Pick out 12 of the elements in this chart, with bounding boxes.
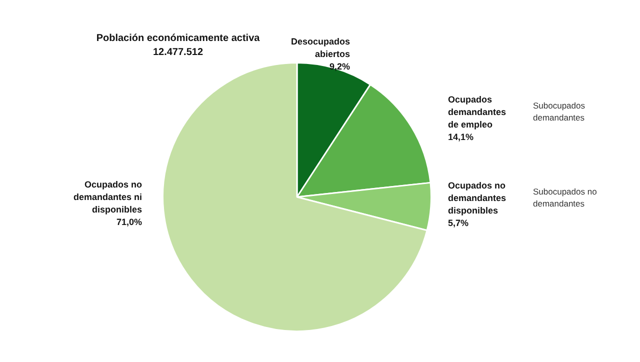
data-label: 71,0% [116,216,142,227]
data-label: 5,7% [448,218,469,228]
data-label: 9,2% [329,61,350,72]
text: 12.477.512 [152,46,204,58]
text: Subocupados no demandantes [533,186,598,208]
text: Subocupados demandantes [533,100,585,122]
chart-title: Población económicamente activa [96,32,260,44]
data-label: 14,1% [448,132,474,142]
slice-label: Desocupados abiertos [290,36,350,59]
slice-label: Ocupados no demandantes ni disponibles [73,179,142,214]
slice-label: Ocupados no demandantes disponibles [448,180,506,216]
slice-label: Ocupados demandantes de empleo [448,94,506,130]
